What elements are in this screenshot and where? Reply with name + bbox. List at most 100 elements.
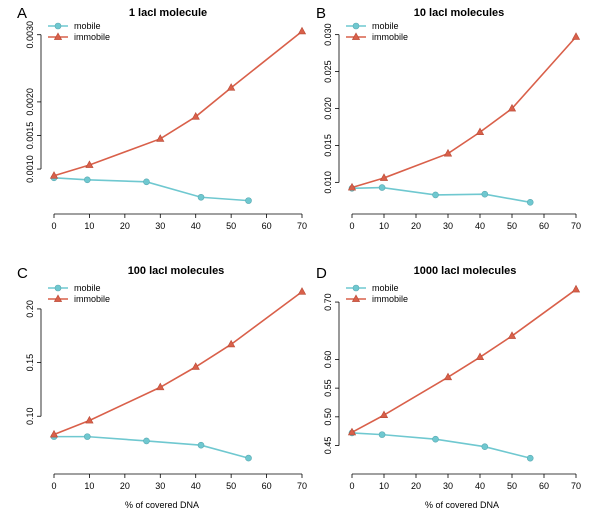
y-tick-label: 0.50 [323,408,333,426]
data-point-immobile [227,339,236,348]
x-tick-label: 50 [226,481,236,491]
panel-b: B 10 lacI molecules 0 10 20 30 40 50 60 70 0.010 0.… [316,5,581,231]
x-tick-label: 70 [571,481,581,491]
data-point-immobile [475,127,485,136]
data-point-immobile [191,112,200,120]
y-tick-label: 0.15 [25,354,35,372]
panel-d: D 1000 lacI molecules 0 10 20 30 40 50 60 70 0.45 0… [316,265,581,510]
series-line-mobile [351,432,531,459]
x-tick-label: 0 [349,221,354,231]
panel-letter: C [17,265,28,282]
panel-title: 1000 lacI molecules [414,265,517,277]
panel-letter: A [17,5,27,22]
x-tick-label: 30 [443,481,453,491]
data-point-mobile [378,431,386,438]
x-tick-label: 60 [539,221,549,231]
x-tick-label: 40 [475,481,485,491]
data-point-immobile [379,173,389,181]
y-tick-label: 0.0020 [25,88,35,116]
y-tick-label: 0.55 [323,379,333,397]
y-tick-label: 0.60 [323,351,333,369]
x-tick-label: 70 [571,221,581,231]
data-point-immobile [85,415,94,424]
legend-label-mobile: mobile [372,21,399,31]
x-tick-label: 10 [84,481,94,491]
legend-label-immobile: immobile [74,294,110,304]
legend-label-mobile: mobile [74,283,101,293]
x-tick-label: 10 [84,221,94,231]
y-tick-label: 0.010 [323,171,333,194]
legend-label-mobile: mobile [74,21,101,31]
data-point-immobile [49,171,59,179]
data-point-immobile [347,182,357,191]
x-tick-label: 50 [507,221,517,231]
x-tick-label: 20 [411,221,421,231]
data-point-immobile [191,362,200,370]
panel-title: 10 lacI molecules [414,7,505,19]
x-tick-label: 10 [379,221,389,231]
data-point-mobile [526,199,534,206]
y-tick-label: 0.45 [323,437,333,455]
panel-letter: D [316,265,327,282]
panel-a: A 1 lacI molecule 0 10 20 30 40 50 60 70 0.0010 0.0… [17,5,307,231]
x-tick-label: 60 [539,481,549,491]
data-point-mobile [84,176,91,184]
data-point-immobile [85,160,94,168]
data-point-mobile [432,435,439,443]
x-axis-label: % of covered DNA [425,500,499,510]
data-point-immobile [571,284,581,293]
y-tick-label: 0.10 [25,407,35,425]
series-line-mobile [53,176,249,202]
x-tick-label: 50 [507,481,517,491]
legend-marker-immobile [351,294,361,302]
legend-label-mobile: mobile [372,283,399,293]
x-tick-label: 60 [262,221,272,231]
data-point-immobile [156,134,165,142]
data-point-immobile [156,382,165,391]
data-point-immobile [443,148,453,157]
series-line-mobile [351,186,531,204]
panel-letter: B [316,5,326,22]
data-point-immobile [49,429,59,438]
legend-marker-mobile [54,284,62,292]
x-tick-label: 70 [297,221,307,231]
x-tick-label: 40 [191,221,201,231]
legend-label-immobile: immobile [74,32,110,42]
data-point-immobile [571,32,581,40]
series-line-immobile [53,291,303,436]
x-tick-label: 70 [297,481,307,491]
data-point-mobile [526,454,534,462]
legend-marker-mobile [352,284,360,292]
data-point-mobile [481,190,489,198]
x-tick-label: 60 [262,481,272,491]
y-tick-label: 0.70 [323,293,333,311]
data-point-immobile [475,352,485,361]
legend-marker-immobile [53,32,63,40]
panel-c: C 100 lacI molecules 0 10 20 30 40 50 60 70 0.10 0.… [17,265,307,510]
series-line-mobile [54,435,249,459]
y-tick-label: 0.025 [323,60,333,83]
legend-marker-immobile [53,294,63,302]
x-tick-label: 50 [226,221,236,231]
x-tick-label: 30 [155,481,165,491]
data-point-immobile [297,26,307,35]
data-point-mobile [197,193,205,201]
legend-marker-mobile [352,22,360,30]
panel-title: 1 lacI molecule [129,7,207,19]
series-line-immobile [351,36,577,189]
y-tick-label: 0.0010 [25,155,35,183]
data-point-immobile [443,372,453,381]
data-point-immobile [379,410,389,419]
data-point-mobile [143,178,150,186]
data-point-immobile [297,287,307,295]
legend-label-immobile: immobile [372,294,408,304]
data-point-mobile [245,454,252,462]
data-point-immobile [227,83,236,91]
legend-marker-mobile [54,22,62,30]
x-tick-label: 20 [411,481,421,491]
